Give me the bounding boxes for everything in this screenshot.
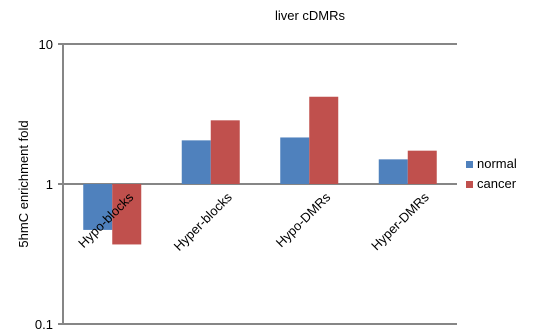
- y-axis-label: 5hmC enrichment fold: [16, 120, 31, 247]
- legend-label-cancer: cancer: [477, 176, 517, 191]
- bars-group: [83, 96, 437, 245]
- bar-normal-3: [378, 159, 408, 184]
- category-label: Hyper-DMRs: [368, 189, 432, 253]
- bar-cancer-2: [309, 96, 339, 184]
- category-label: Hyper-blocks: [171, 189, 236, 254]
- bar-normal-1: [181, 140, 211, 184]
- bar-normal-0: [83, 184, 113, 230]
- y-tick-label: 10: [39, 37, 53, 52]
- chart-title: liver cDMRs: [275, 8, 346, 23]
- bar-cancer-1: [210, 120, 240, 184]
- bar-normal-2: [280, 137, 310, 184]
- category-label: Hypo-DMRs: [273, 189, 334, 250]
- legend-label-normal: normal: [477, 156, 517, 171]
- bar-cancer-3: [407, 150, 437, 184]
- bar-cancer-0: [112, 184, 142, 245]
- legend-swatch-cancer: [466, 181, 473, 188]
- y-tick-label: 1: [46, 177, 53, 192]
- legend-swatch-normal: [466, 161, 473, 168]
- legend: normal cancer: [466, 156, 517, 191]
- y-tick-label: 0.1: [35, 317, 53, 332]
